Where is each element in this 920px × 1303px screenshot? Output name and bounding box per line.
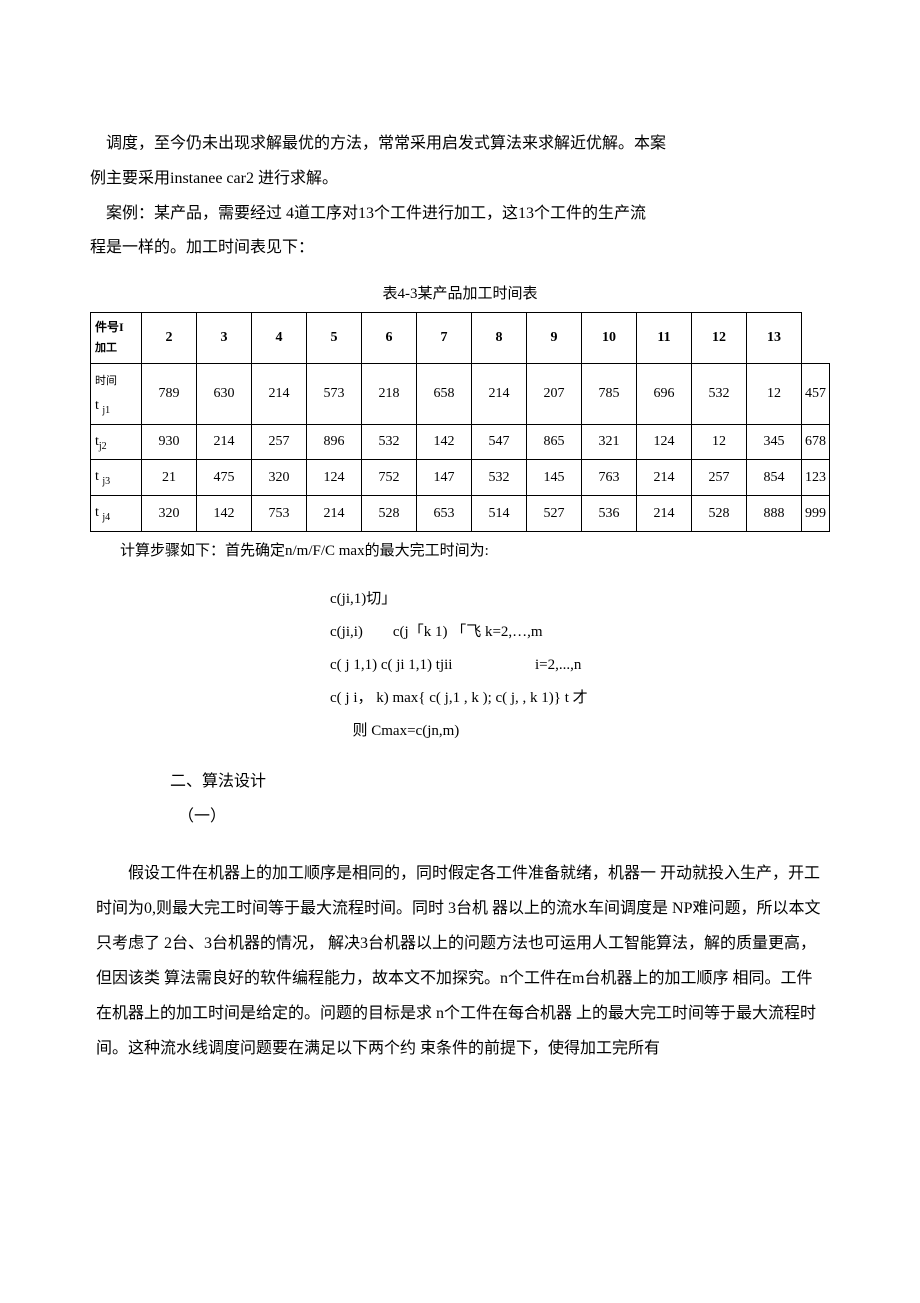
cell: 145 xyxy=(527,460,582,496)
col-header: 11 xyxy=(637,313,692,363)
cell: 865 xyxy=(527,424,582,460)
cell: 320 xyxy=(252,460,307,496)
cell: 514 xyxy=(472,496,527,532)
cell: 214 xyxy=(307,496,362,532)
intro-line-1: 调度，至今仍未出现求解最优的方法，常常采用启发式算法来求解近优解。本案 xyxy=(90,130,830,159)
cell: 214 xyxy=(637,460,692,496)
document-page: 调度，至今仍未出现求解最优的方法，常常采用启发式算法来求解近优解。本案 例主要采… xyxy=(0,0,920,1303)
cell: 214 xyxy=(252,363,307,424)
col-header: 8 xyxy=(472,313,527,363)
intro-line-3: 案例：某产品，需要经过 4道工序对13个工件进行加工，这13个工件的生产流 xyxy=(90,200,830,229)
cell: 785 xyxy=(582,363,637,424)
formula-block: c(ji,1)切」 c(ji,i) c(j「k 1) 「飞 k=2,…,m c(… xyxy=(90,583,830,748)
row-label: t j4 xyxy=(91,496,142,532)
body-line: 假设工件在机器上的加工顺序是相同的，同时假定各工件准备就绪，机器一 xyxy=(128,865,656,882)
after-table-line: 计算步骤如下：首先确定n/m/F/C max的最大完工时间为: xyxy=(90,538,830,565)
cell: 142 xyxy=(417,424,472,460)
cell: 536 xyxy=(582,496,637,532)
col-header: 10 xyxy=(582,313,637,363)
cell: 207 xyxy=(527,363,582,424)
formula-line: c(ji,i) c(j「k 1) 「飞 k=2,…,m xyxy=(330,616,830,649)
formula-line: c( j i， k) max{ c( j,1 , k ); c( j, , k … xyxy=(330,682,830,715)
cell: 12 xyxy=(747,363,802,424)
intro-line-2: 例主要采用instanee car2 进行求解。 xyxy=(90,165,830,194)
table-caption: 表4-3某产品加工时间表 xyxy=(90,281,830,308)
cell: 763 xyxy=(582,460,637,496)
cell: 124 xyxy=(637,424,692,460)
table-row: 时间t j1 789 630 214 573 218 658 214 207 7… xyxy=(91,363,830,424)
table-row: tj2 930 214 257 896 532 142 547 865 321 … xyxy=(91,424,830,460)
cell: 752 xyxy=(362,460,417,496)
cell: 147 xyxy=(417,460,472,496)
cell: 457 xyxy=(802,363,830,424)
cell: 678 xyxy=(802,424,830,460)
cell: 789 xyxy=(142,363,197,424)
cell: 658 xyxy=(417,363,472,424)
row-label: 时间t j1 xyxy=(91,363,142,424)
processing-time-table: 件号I 加工 2 3 4 5 6 7 8 9 10 11 12 13 时间t j… xyxy=(90,312,830,532)
cell: 532 xyxy=(362,424,417,460)
header-corner-top: 件号I xyxy=(95,317,139,339)
cell: 321 xyxy=(582,424,637,460)
col-header: 13 xyxy=(747,313,802,363)
formula-line: c(ji,1)切」 xyxy=(330,583,830,616)
cell: 142 xyxy=(197,496,252,532)
cell: 527 xyxy=(527,496,582,532)
cell: 345 xyxy=(747,424,802,460)
cell: 218 xyxy=(362,363,417,424)
cell: 532 xyxy=(692,363,747,424)
table-header-row: 件号I 加工 2 3 4 5 6 7 8 9 10 11 12 13 xyxy=(91,313,830,363)
cell: 930 xyxy=(142,424,197,460)
row-label: tj2 xyxy=(91,424,142,460)
cell: 214 xyxy=(472,363,527,424)
cell: 257 xyxy=(252,424,307,460)
cell: 532 xyxy=(472,460,527,496)
table-row: t j3 21 475 320 124 752 147 532 145 763 … xyxy=(91,460,830,496)
header-corner-bottom: 加工 xyxy=(95,339,139,359)
cell: 528 xyxy=(692,496,747,532)
cell: 999 xyxy=(802,496,830,532)
col-header: 3 xyxy=(197,313,252,363)
formula-line: 则 Cmax=c(jn,m) xyxy=(330,715,830,748)
cell: 573 xyxy=(307,363,362,424)
cell: 547 xyxy=(472,424,527,460)
body-line: 算法需良好的软件编程能力，故本文不加探究。n个工件在m台机器上的加工顺序 xyxy=(164,970,728,987)
section-heading: 二、算法设计 xyxy=(90,768,830,797)
intro-line-4: 程是一样的。加工时间表见下： xyxy=(90,234,830,263)
cell: 214 xyxy=(197,424,252,460)
formula-line: c( j 1,1) c( ji 1,1) tjii i=2,...,n xyxy=(330,649,830,682)
col-header: 6 xyxy=(362,313,417,363)
cell: 257 xyxy=(692,460,747,496)
col-header: 4 xyxy=(252,313,307,363)
body-paragraph: 假设工件在机器上的加工顺序是相同的，同时假定各工件准备就绪，机器一 开动就投入生… xyxy=(90,856,830,1067)
cell: 896 xyxy=(307,424,362,460)
section-subheading: （一） xyxy=(90,803,830,832)
table-row: t j4 320 142 753 214 528 653 514 527 536… xyxy=(91,496,830,532)
cell: 696 xyxy=(637,363,692,424)
cell: 214 xyxy=(637,496,692,532)
cell: 21 xyxy=(142,460,197,496)
header-corner-cell: 件号I 加工 xyxy=(91,313,142,363)
cell: 12 xyxy=(692,424,747,460)
col-header: 5 xyxy=(307,313,362,363)
cell: 475 xyxy=(197,460,252,496)
cell: 854 xyxy=(747,460,802,496)
row-label: t j3 xyxy=(91,460,142,496)
col-header: 2 xyxy=(142,313,197,363)
cell: 124 xyxy=(307,460,362,496)
cell: 630 xyxy=(197,363,252,424)
cell: 653 xyxy=(417,496,472,532)
cell: 320 xyxy=(142,496,197,532)
col-header: 7 xyxy=(417,313,472,363)
cell: 123 xyxy=(802,460,830,496)
cell: 888 xyxy=(747,496,802,532)
cell: 528 xyxy=(362,496,417,532)
col-header: 9 xyxy=(527,313,582,363)
col-header: 12 xyxy=(692,313,747,363)
cell: 753 xyxy=(252,496,307,532)
body-line: 束条件的前提下，使得加工完所有 xyxy=(420,1040,660,1057)
